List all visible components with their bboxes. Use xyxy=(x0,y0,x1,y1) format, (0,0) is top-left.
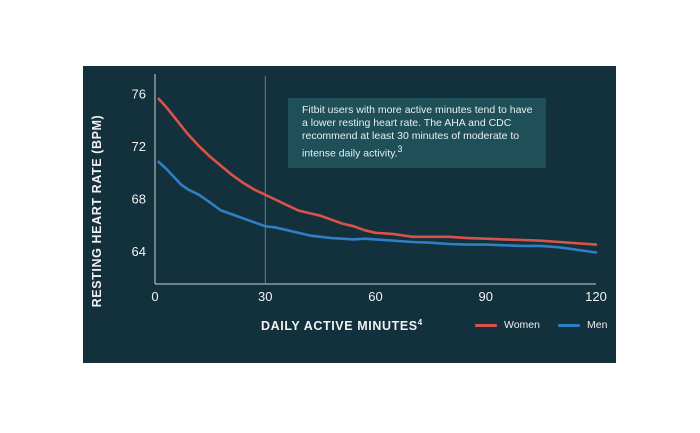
legend-swatch-men xyxy=(558,323,580,327)
y-tick-label: 64 xyxy=(132,244,146,259)
y-tick-label: 68 xyxy=(132,192,146,207)
chart-panel: 0 30 60 90 120 76 72 68 64 Fitbit users with mor… xyxy=(83,66,616,363)
x-tick-label: 30 xyxy=(258,289,272,304)
legend-label-men: Men xyxy=(587,319,608,331)
series-line-men xyxy=(157,160,598,254)
legend-item-women: Women xyxy=(475,319,540,331)
series-lines xyxy=(157,97,598,254)
annotation-callout: Fitbit users with more active minutes te… xyxy=(288,98,546,168)
y-axis-label-text: RESTING HEART RATE (BPM) xyxy=(90,114,104,308)
legend-swatch-women xyxy=(475,323,497,327)
tick-labels: 0 30 60 90 120 76 72 68 64 xyxy=(132,87,607,304)
x-axis-label: DAILY ACTIVE MINUTES4 xyxy=(261,318,423,333)
legend-item-men: Men xyxy=(558,319,607,331)
annotation-text: Fitbit users with more active minutes te… xyxy=(302,104,533,160)
y-tick-label: 76 xyxy=(132,87,146,102)
line-chart: 0 30 60 90 120 76 72 68 64 xyxy=(132,74,607,304)
x-axis-label-footnote: 4 xyxy=(417,318,423,327)
legend-label-women: Women xyxy=(504,319,540,331)
annotation-footnote: 3 xyxy=(397,144,403,154)
x-tick-label: 0 xyxy=(151,289,158,304)
y-tick-label: 72 xyxy=(132,139,146,154)
y-axis-label: RESTING HEART RATE (BPM) xyxy=(90,115,104,308)
series-line-women xyxy=(157,97,598,246)
legend: Women Men xyxy=(475,319,607,331)
axes xyxy=(154,74,596,285)
x-tick-label: 120 xyxy=(585,289,607,304)
x-tick-label: 90 xyxy=(479,289,493,304)
x-tick-label: 60 xyxy=(368,289,382,304)
x-axis-label-text: DAILY ACTIVE MINUTES xyxy=(261,319,418,334)
